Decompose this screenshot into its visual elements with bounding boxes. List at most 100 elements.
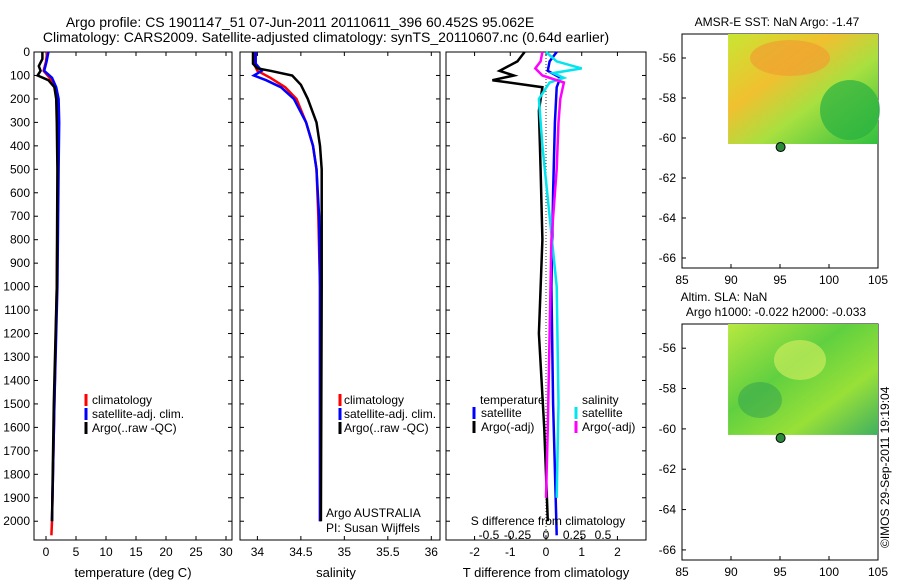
x-tick-label: 20 [159,545,173,559]
salinity-series [251,52,323,522]
s-tick-label: 0.5 [595,528,612,542]
difference-panel: -2 -1 0 1 2 T difference from climatology S … [445,51,647,580]
salinity-legend: climatology satellite-adj. clim. Argo(..… [338,393,436,435]
temperature-axes-frame [33,51,233,541]
x-tick-label: 34.5 [289,545,313,559]
y-tick-label: 1600 [3,420,30,434]
series-line-t-satellite [546,51,562,536]
difference-xlabel: T difference from climatology [463,565,630,580]
salinity-x-ticks: 34 34.5 35 35.5 36 [251,52,439,559]
s-difference-ticks: -0.5 -0.25 0 0.25 0.5 [479,528,612,542]
y-tick-label: 200 [10,92,30,106]
legend-label-t-argo: Argo(-adj) [481,420,534,434]
map-y-tick-label: -60 [659,131,677,145]
map-y-tick-label: -58 [659,382,677,396]
y-tick-label: 1500 [3,397,30,411]
legend-header-temperature: temperature [480,393,545,407]
salinity-axes-frame [239,51,441,541]
salinity-xlabel: salinity [316,565,356,580]
sla-light-patch [774,340,826,380]
legend-label-s-satellite: satellite [582,406,623,420]
temperature-x-ticks: 0 5 10 15 20 25 30 [43,52,233,559]
map-y-tick-label: -64 [659,211,677,225]
map-x-tick-label: 85 [675,565,689,579]
sla-dark-patch [738,382,782,418]
temperature-legend: climatology satellite-adj. clim. Argo(..… [84,393,184,435]
sst-x-ticks: 85 90 95 100 105 [675,264,888,287]
y-tick-label: 1800 [3,467,30,481]
x-tick-label: 0 [43,545,50,559]
x-tick-label: 0 [543,545,550,559]
temperature-panel: 0100200300400500600700800900100011001200… [3,45,233,580]
map-y-tick-label: -62 [659,462,677,476]
y-tick-label: 600 [10,186,30,200]
map-x-tick-label: 95 [773,273,787,287]
s-tick-label: -0.5 [479,528,500,542]
salinity-legend-label-satellite: satellite-adj. clim. [344,407,436,421]
y-tick-label: 1400 [3,373,30,387]
map-y-tick-label: -62 [659,171,677,185]
x-tick-label: 5 [73,545,80,559]
series-line-t-argo-adj [492,51,550,522]
x-tick-label: 25 [189,545,203,559]
difference-series [492,51,583,536]
map-y-tick-label: -66 [659,251,677,265]
salinity-panel: 34 34.5 35 35.5 36 salinity climatology sate… [239,51,441,580]
temperature-legend-label-climatology: climatology [92,393,152,407]
sst-float-marker [775,142,786,153]
y-tick-label: 100 [10,68,30,82]
temperature-xlabel: temperature (deg C) [74,565,191,580]
map-x-tick-label: 105 [868,273,888,287]
sst-warm-patch [750,40,830,76]
difference-y-ticks [446,51,646,522]
map-y-tick-label: -60 [659,422,677,436]
y-tick-label: 300 [10,115,30,129]
s-tick-label: 0 [543,528,550,542]
float-info-line1: Argo AUSTRALIA [326,506,421,520]
map-y-tick-label: -56 [659,51,677,65]
sla-x-ticks: 85 90 95 100 105 [675,556,888,579]
imos-timestamp: ©IMOS 29-Sep-2011 19:19:04 [878,386,892,548]
x-tick-label: 2 [614,545,621,559]
x-tick-label: 36 [425,545,439,559]
salinity-legend-label-climatology: climatology [344,393,404,407]
temperature-legend-label-satellite: satellite-adj. clim. [92,407,184,421]
map-y-tick-label: -66 [659,543,677,557]
series-line-s-satellite [537,51,583,498]
salinity-legend-label-argo: Argo(..raw -QC) [344,421,429,435]
sst-map-panel: AMSR-E SST: NaN Argo: -1.47 -56 -58 -60 -62… [659,15,889,287]
y-tick-label: 1200 [3,327,30,341]
x-tick-label: 30 [219,545,233,559]
y-tick-label: 400 [10,139,30,153]
x-tick-label: 10 [99,545,113,559]
s-difference-axis-label: S difference from climatology [471,514,626,528]
y-tick-label: 1700 [3,444,30,458]
map-x-tick-label: 95 [773,565,787,579]
x-tick-label: 34 [251,545,265,559]
s-tick-label: -0.25 [504,528,532,542]
x-tick-label: 1 [578,545,585,559]
float-info-line2: PI: Susan Wijffels [326,521,420,535]
x-tick-label: -2 [469,545,480,559]
figure-title-line1: Argo profile: CS 1901147_51 07-Jun-2011 … [66,14,534,30]
x-tick-label: 35 [338,545,352,559]
sst-cool-patch [820,80,880,140]
sla-y-ticks: -56 -58 -60 -62 -64 -66 [659,341,686,557]
map-x-tick-label: 90 [724,273,738,287]
y-tick-label: 1100 [4,303,30,317]
map-x-tick-label: 100 [819,273,839,287]
y-tick-label: 1000 [3,280,30,294]
salinity-y-ticks [240,51,440,522]
sst-y-ticks: -56 -58 -60 -62 -64 -66 [659,51,686,265]
map-x-tick-label: 105 [868,565,888,579]
legend-header-salinity: salinity [582,393,619,407]
s-tick-label: 0.25 [563,528,587,542]
y-tick-label: 1900 [3,491,30,505]
x-tick-label: 35.5 [376,545,400,559]
x-tick-label: -1 [505,545,516,559]
sst-map-title: AMSR-E SST: NaN Argo: -1.47 [695,15,860,29]
map-x-tick-label: 100 [819,565,839,579]
x-tick-label: 15 [129,545,143,559]
map-x-tick-label: 85 [675,273,689,287]
